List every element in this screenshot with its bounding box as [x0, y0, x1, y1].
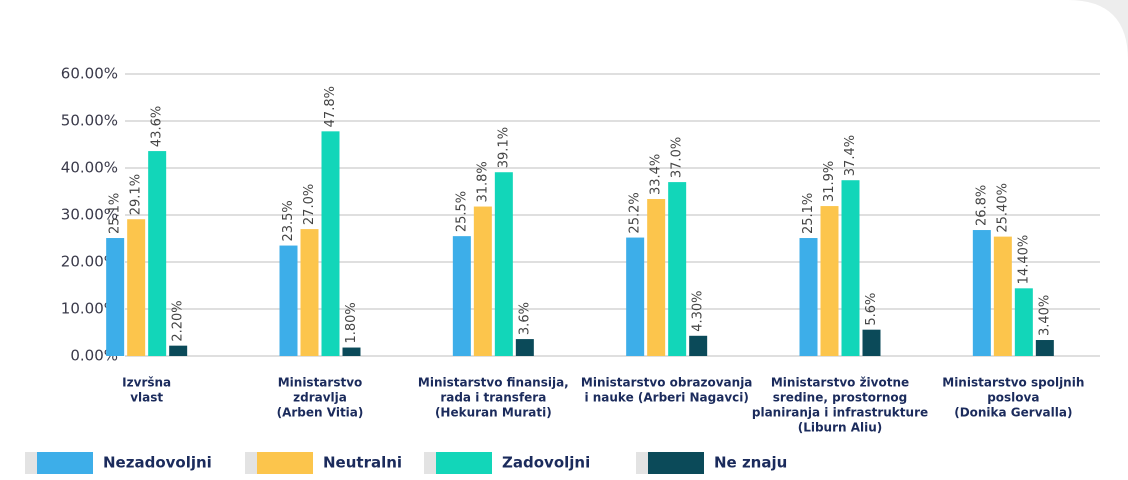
value-label: 3.40% [1037, 295, 1052, 336]
value-label: 25.40% [995, 183, 1010, 233]
x-tick-label: (Arben Vitia) [277, 406, 364, 420]
value-label: 25.1% [801, 193, 816, 234]
legend-label: Neutralni [323, 454, 402, 472]
value-label: 31.8% [475, 161, 490, 202]
value-label: 37.0% [670, 137, 685, 178]
y-tick-label: 30.00% [61, 206, 118, 224]
bar [106, 238, 125, 356]
x-tick-label: Ministarstvo finansija, [418, 376, 569, 390]
x-tick-label: poslova [987, 391, 1039, 405]
bar [342, 347, 361, 356]
bar [668, 182, 687, 356]
x-tick-label: Ministarstvo spoljnih [942, 376, 1084, 390]
legend-shade [424, 452, 436, 474]
x-tick-label: sredine, prostornog [773, 391, 908, 405]
legend-swatch [257, 452, 313, 474]
legend-shade [25, 452, 37, 474]
x-tick-label: planiranja i infrastrukture [752, 406, 928, 420]
value-label: 31.9% [822, 161, 837, 202]
x-tick-label: Izvršna [122, 376, 171, 390]
x-tick-label: i nauke (Arberi Nagavci) [584, 391, 748, 405]
bar [494, 172, 513, 356]
value-label: 14.40% [1016, 235, 1031, 285]
legend-label: Ne znaju [714, 454, 787, 472]
value-label: 23.5% [281, 200, 296, 241]
x-tick-label: Ministarstvo obrazovanja [581, 376, 752, 390]
bar [862, 329, 881, 356]
value-label: 39.1% [496, 127, 511, 168]
bar [127, 219, 146, 356]
value-label: 25.5% [454, 191, 469, 232]
bar [626, 237, 645, 356]
x-tick-label: Ministarstvo životne [771, 376, 909, 390]
x-tick-label: (Liburn Aliu) [798, 421, 883, 435]
y-tick-label: 10.00% [61, 300, 118, 318]
value-label: 3.6% [517, 302, 532, 335]
bar [647, 199, 666, 356]
legend-shade [636, 452, 648, 474]
value-label: 26.8% [974, 185, 989, 226]
bar [169, 345, 188, 356]
value-label: 1.80% [344, 302, 359, 343]
value-label: 47.8% [323, 86, 338, 127]
bar [1014, 288, 1033, 356]
bar [300, 229, 319, 356]
legend-label: Nezadovoljni [103, 454, 212, 472]
bar [1035, 340, 1054, 356]
bar [452, 236, 471, 356]
value-label: 25.2% [628, 192, 643, 233]
bar [279, 245, 298, 356]
legend-swatch [648, 452, 704, 474]
x-tick-label: Ministarstvo [278, 376, 363, 390]
legend-shade [245, 452, 257, 474]
bar [972, 230, 991, 356]
bar [841, 180, 860, 356]
value-label: 27.0% [302, 184, 317, 225]
bar [148, 151, 167, 356]
value-label: 4.30% [691, 290, 706, 331]
x-tick-label: rada i transfera [440, 391, 546, 405]
bar [993, 236, 1012, 356]
value-label: 2.20% [171, 300, 186, 341]
x-tick-label: (Donika Gervalla) [954, 406, 1072, 420]
y-tick-label: 40.00% [61, 159, 118, 177]
y-tick-label: 20.00% [61, 253, 118, 271]
y-tick-label: 60.00% [61, 65, 118, 83]
bar [473, 206, 492, 356]
value-label: 25.1% [108, 193, 123, 234]
x-tick-label: vlast [130, 391, 163, 405]
value-label: 5.6% [864, 293, 879, 326]
legend-swatch [37, 452, 93, 474]
bar [321, 131, 340, 356]
y-tick-label: 0.00% [70, 347, 118, 365]
legend-swatch [436, 452, 492, 474]
x-tick-label: (Hekuran Murati) [435, 406, 552, 420]
value-label: 29.1% [129, 174, 144, 215]
bar [799, 238, 818, 356]
y-tick-label: 50.00% [61, 112, 118, 130]
bar [689, 335, 708, 356]
value-label: 43.6% [150, 106, 165, 147]
bar [820, 206, 839, 356]
value-label: 33.4% [649, 154, 664, 195]
legend-label: Zadovoljni [502, 454, 590, 472]
value-label: 37.4% [843, 135, 858, 176]
x-tick-label: zdravlja [293, 391, 347, 405]
bar [515, 339, 534, 356]
